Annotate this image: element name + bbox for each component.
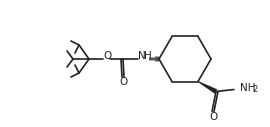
Text: O: O [119, 77, 127, 87]
Text: O: O [103, 51, 111, 61]
Text: N: N [138, 51, 146, 61]
Text: NH: NH [240, 83, 255, 92]
Text: O: O [209, 112, 217, 122]
Text: 2: 2 [252, 85, 257, 94]
Text: H: H [144, 51, 152, 61]
Polygon shape [198, 81, 217, 94]
